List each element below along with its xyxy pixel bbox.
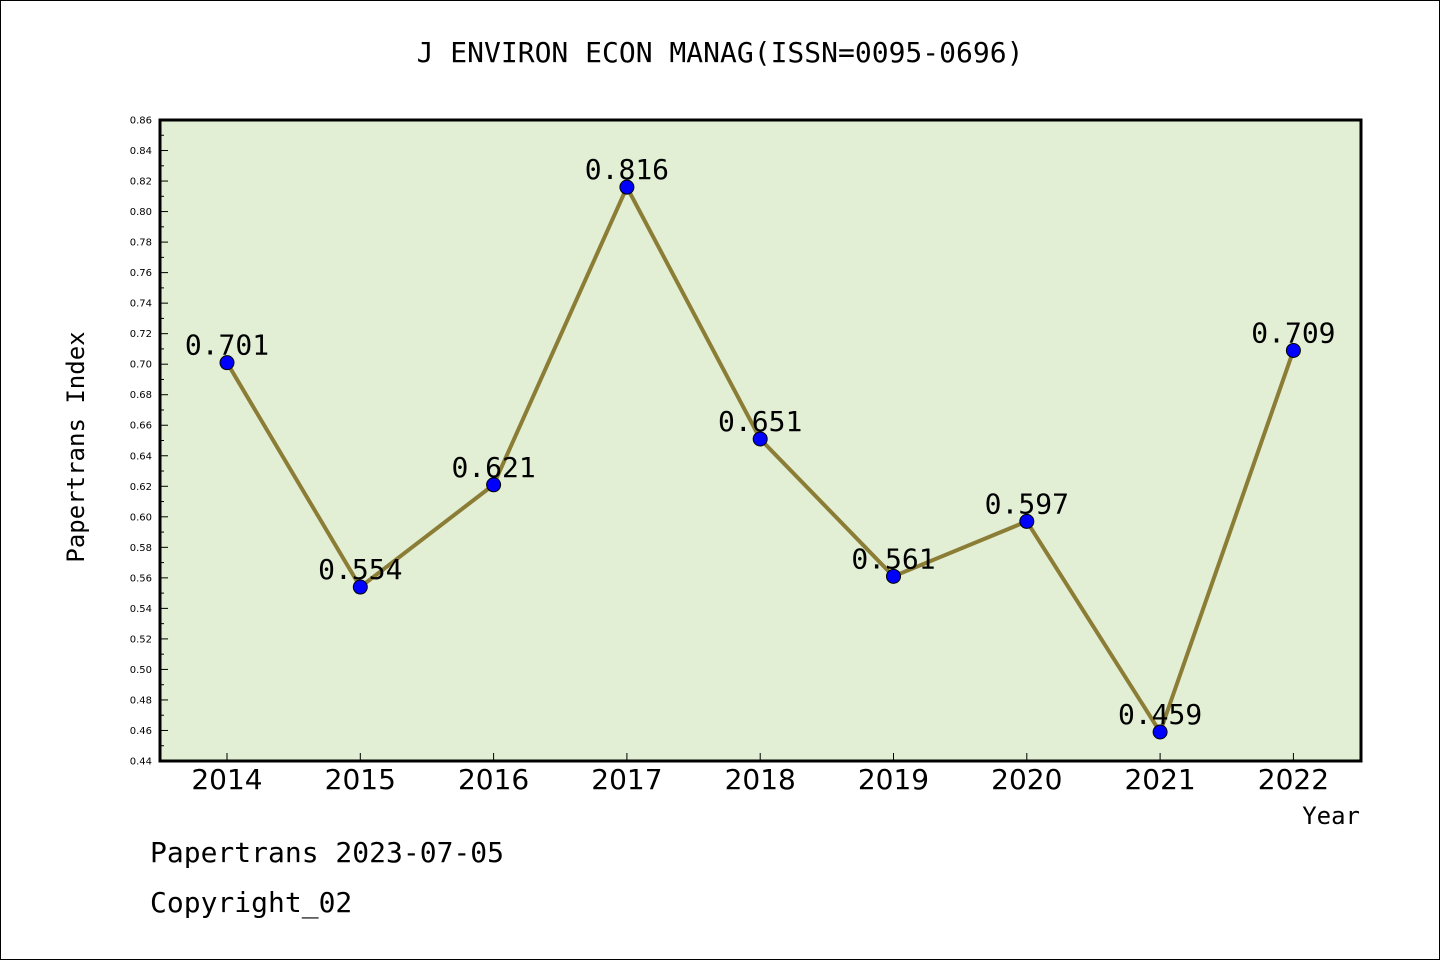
y-tick-label: 0.64 bbox=[130, 451, 152, 462]
y-tick-label: 0.56 bbox=[130, 573, 152, 584]
x-axis-ticks: 2014 2015 2016 2017 2018 2019 2020 2021 2022 bbox=[191, 753, 1329, 796]
chart-title: J ENVIRON ECON MANAG(ISSN=0095-0696) bbox=[416, 36, 1024, 69]
data-label: 0.709 bbox=[1251, 316, 1335, 349]
data-point[interactable] bbox=[219, 355, 235, 371]
y-tick-label: 0.48 bbox=[130, 695, 152, 706]
series-group: 0.701 0.554 0.621 0.816 0.651 0.561 0.597 0.459… bbox=[185, 153, 1336, 740]
y-axis-ticks: 0.44 0.46 0.48 0.50 0.52 0.54 0.56 0.58 0.60 0.62… bbox=[130, 116, 168, 768]
y-tick-label: 0.76 bbox=[130, 268, 152, 279]
data-label: 0.597 bbox=[985, 487, 1069, 520]
data-point[interactable] bbox=[886, 568, 901, 584]
data-point[interactable] bbox=[752, 431, 768, 447]
y-tick-label: 0.78 bbox=[130, 238, 152, 249]
y-tick-label: 0.74 bbox=[130, 299, 152, 310]
x-axis-title: Year bbox=[1302, 802, 1360, 830]
data-label: 0.554 bbox=[318, 553, 402, 586]
data-point[interactable] bbox=[486, 477, 502, 493]
data-point[interactable] bbox=[1152, 724, 1168, 740]
data-label: 0.621 bbox=[451, 451, 535, 484]
x-tick-label: 2016 bbox=[458, 763, 529, 796]
data-label: 0.701 bbox=[185, 329, 269, 362]
footer-copyright: Copyright_02 bbox=[150, 886, 353, 919]
y-tick-label: 0.86 bbox=[130, 116, 152, 127]
data-point[interactable] bbox=[1019, 513, 1035, 529]
data-label: 0.561 bbox=[851, 542, 935, 575]
y-tick-label: 0.52 bbox=[130, 634, 152, 645]
data-point[interactable] bbox=[619, 179, 635, 195]
y-tick-label: 0.54 bbox=[130, 604, 152, 615]
data-point[interactable] bbox=[1285, 342, 1301, 358]
x-tick-label: 2019 bbox=[858, 763, 929, 796]
y-axis-title: Papertrans Index bbox=[62, 331, 90, 563]
data-label: 0.459 bbox=[1118, 698, 1202, 731]
x-tick-label: 2022 bbox=[1258, 763, 1329, 796]
footer-date: Papertrans 2023-07-05 bbox=[150, 836, 505, 869]
data-label: 0.651 bbox=[718, 405, 802, 438]
y-tick-label: 0.66 bbox=[130, 421, 152, 432]
x-tick-label: 2014 bbox=[191, 763, 262, 796]
x-tick-label: 2017 bbox=[591, 763, 662, 796]
y-tick-label: 0.68 bbox=[130, 390, 152, 401]
y-tick-label: 0.82 bbox=[130, 177, 152, 188]
y-tick-label: 0.44 bbox=[130, 757, 152, 768]
y-tick-label: 0.60 bbox=[130, 512, 152, 523]
x-tick-label: 2020 bbox=[991, 763, 1062, 796]
x-tick-label: 2018 bbox=[725, 763, 796, 796]
y-tick-label: 0.70 bbox=[130, 360, 152, 371]
x-tick-label: 2015 bbox=[325, 763, 396, 796]
data-point[interactable] bbox=[352, 579, 368, 595]
data-label: 0.816 bbox=[585, 153, 669, 186]
y-tick-label: 0.46 bbox=[130, 726, 152, 737]
y-tick-label: 0.84 bbox=[130, 146, 152, 157]
y-tick-label: 0.58 bbox=[130, 543, 152, 554]
y-tick-label: 0.62 bbox=[130, 482, 152, 493]
y-tick-label: 0.72 bbox=[130, 329, 152, 340]
x-tick-label: 2021 bbox=[1124, 763, 1195, 796]
y-tick-label: 0.80 bbox=[130, 207, 152, 218]
y-tick-label: 0.50 bbox=[130, 665, 152, 676]
